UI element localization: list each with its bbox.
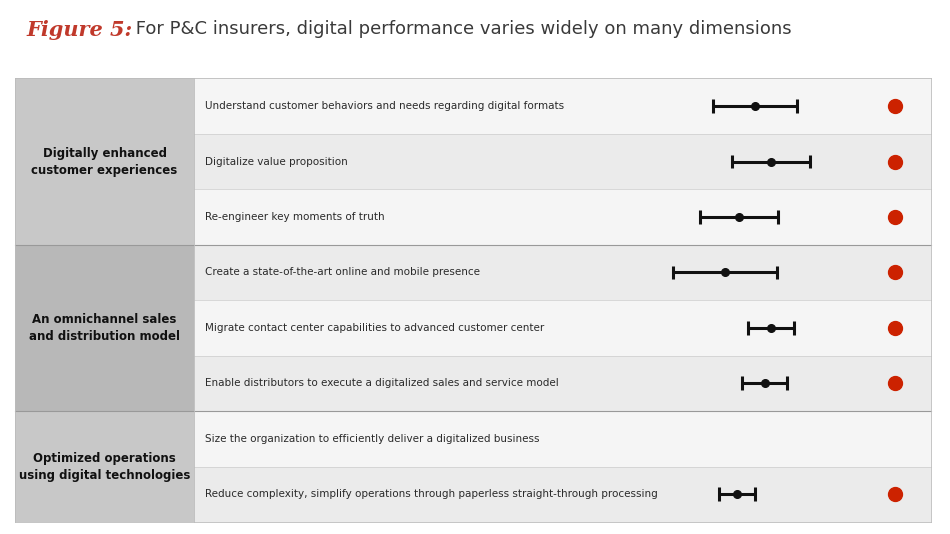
Text: Digitalize value proposition: Digitalize value proposition (205, 156, 348, 167)
Text: For P&C insurers, digital performance varies widely on many dimensions: For P&C insurers, digital performance va… (130, 20, 791, 38)
Text: Migrate contact center capabilities to advanced customer center: Migrate contact center capabilities to a… (205, 323, 544, 333)
Bar (194, 190, 931, 245)
Bar (194, 78, 931, 134)
Text: Understand customer behaviors and needs regarding digital formats: Understand customer behaviors and needs … (205, 101, 564, 111)
Text: Size the organization to efficiently deliver a digitalized business: Size the organization to efficiently del… (205, 434, 540, 444)
Bar (15, 78, 194, 245)
Text: Figure 5:: Figure 5: (27, 20, 133, 40)
Bar (15, 245, 194, 411)
Bar (194, 411, 931, 467)
Text: An omnichannel sales
and distribution model: An omnichannel sales and distribution mo… (29, 313, 180, 343)
Text: Re-engineer key moments of truth: Re-engineer key moments of truth (205, 212, 385, 222)
Bar (194, 300, 931, 356)
Text: Optimized operations
using digital technologies: Optimized operations using digital techn… (19, 452, 190, 482)
Bar (194, 467, 931, 522)
Bar (194, 245, 931, 300)
Text: Create a state-of-the-art online and mobile presence: Create a state-of-the-art online and mob… (205, 268, 480, 278)
Text: Enable distributors to execute a digitalized sales and service model: Enable distributors to execute a digital… (205, 379, 559, 388)
Bar (194, 356, 931, 411)
Bar (15, 411, 194, 522)
Text: Reduce complexity, simplify operations through paperless straight-through proces: Reduce complexity, simplify operations t… (205, 489, 657, 499)
Text: Digitally enhanced
customer experiences: Digitally enhanced customer experiences (31, 147, 178, 177)
Bar (194, 134, 931, 190)
